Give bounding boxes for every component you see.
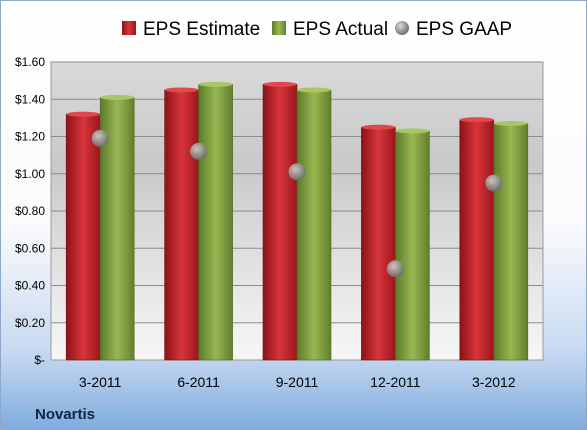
bar-eps-estimate-cap: [263, 81, 297, 87]
legend-actual-label: EPS Actual: [293, 19, 388, 40]
company-name: Novartis: [35, 406, 95, 423]
bar-eps-actual: [493, 123, 529, 361]
bar-eps-actual-cap: [297, 87, 331, 93]
x-tick-label: 3-2012: [472, 374, 516, 390]
y-tick-label: $1.60: [15, 55, 45, 69]
x-tick-label: 3-2011: [79, 374, 122, 390]
y-tick-label: $1.40: [15, 92, 45, 106]
y-tick-label: $1.20: [15, 130, 45, 144]
x-tick-label: 6-2011: [177, 374, 220, 390]
y-tick-label: $0.40: [15, 279, 45, 293]
y-tick-label: $1.00: [15, 167, 45, 181]
bar-eps-estimate-cap: [459, 117, 494, 123]
legend-gaap-swatch: [395, 21, 409, 35]
x-axis-labels: 3-2011 6-2011 9-2011 12-2011 3-2012: [79, 374, 516, 390]
y-tick-label: $0.20: [15, 316, 45, 330]
bar-eps-actual: [198, 84, 233, 361]
bar-eps-estimate: [459, 119, 495, 361]
legend-estimate-label: EPS Estimate: [143, 19, 260, 40]
bar-eps-actual-cap: [100, 94, 135, 100]
legend-gaap-label: EPS GAAP: [416, 19, 512, 40]
legend-actual-swatch: [272, 21, 286, 35]
bar-eps-actual-cap: [395, 128, 430, 134]
bar-eps-actual: [395, 130, 430, 361]
y-tick-label: $-: [34, 353, 45, 367]
bar-eps-estimate: [361, 126, 396, 361]
x-tick-label: 9-2011: [276, 374, 319, 390]
bar-eps-actual-cap: [493, 120, 528, 126]
y-axis-ticks: $- $0.20 $0.40 $0.60 $0.80 $1.00 $1.20 $1.40 $1.…: [15, 55, 45, 367]
bar-eps-estimate-cap: [66, 111, 101, 117]
y-tick-label: $0.60: [15, 241, 45, 255]
point-eps-gaap: [91, 129, 109, 147]
x-tick-label: 12-2011: [370, 374, 421, 390]
point-eps-gaap: [386, 260, 404, 278]
point-eps-gaap: [288, 163, 306, 181]
bars: [65, 81, 529, 361]
bar-eps-actual: [296, 89, 332, 361]
legend: EPS Estimate EPS Actual EPS GAAP: [122, 19, 512, 40]
bar-eps-estimate: [65, 113, 101, 361]
bar-eps-estimate: [164, 89, 199, 361]
bar-eps-estimate-cap: [164, 87, 199, 93]
legend-estimate-swatch: [122, 21, 136, 35]
bar-eps-actual-cap: [198, 81, 233, 87]
bar-eps-estimate-cap: [361, 124, 396, 130]
gaap-points: [91, 129, 503, 278]
bar-eps-estimate: [262, 84, 298, 361]
point-eps-gaap: [190, 142, 208, 160]
y-tick-label: $0.80: [15, 204, 45, 218]
point-eps-gaap: [485, 174, 503, 192]
